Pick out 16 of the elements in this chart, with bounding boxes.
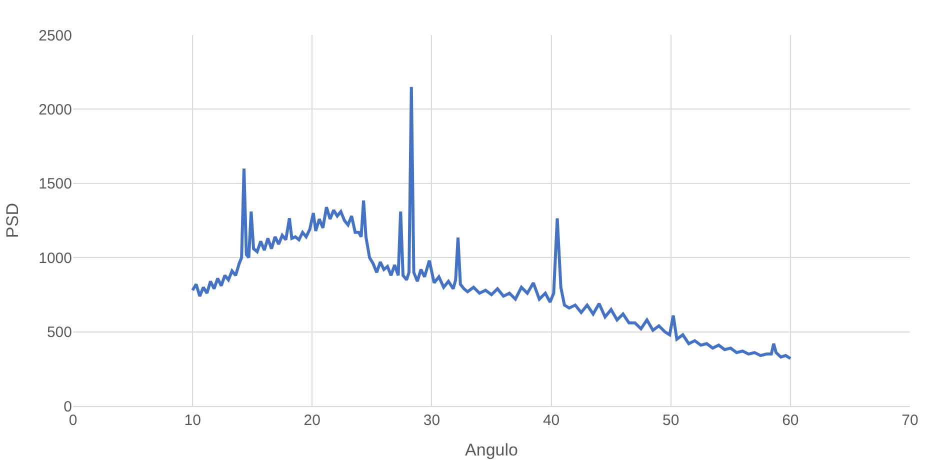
x-axis-title: Angulo — [465, 440, 518, 460]
x-tick-label: 40 — [542, 412, 560, 429]
y-tick-label: 1000 — [38, 250, 72, 267]
y-tick-label: 2000 — [38, 101, 72, 118]
y-tick-label: 0 — [64, 398, 72, 416]
y-tick-label: 500 — [46, 324, 72, 342]
y-tick-label: 1500 — [38, 176, 72, 193]
line-series — [191, 85, 792, 360]
x-tick-label: 10 — [184, 412, 201, 429]
x-tick-label: 60 — [782, 412, 799, 429]
y-tick-label: 2500 — [38, 27, 72, 44]
x-tick-label: 50 — [662, 412, 680, 429]
x-tick-label: 20 — [304, 412, 320, 429]
x-tick-label: 70 — [902, 412, 918, 429]
x-tick-label: 30 — [423, 412, 440, 429]
y-axis-title: PSD — [3, 203, 22, 238]
